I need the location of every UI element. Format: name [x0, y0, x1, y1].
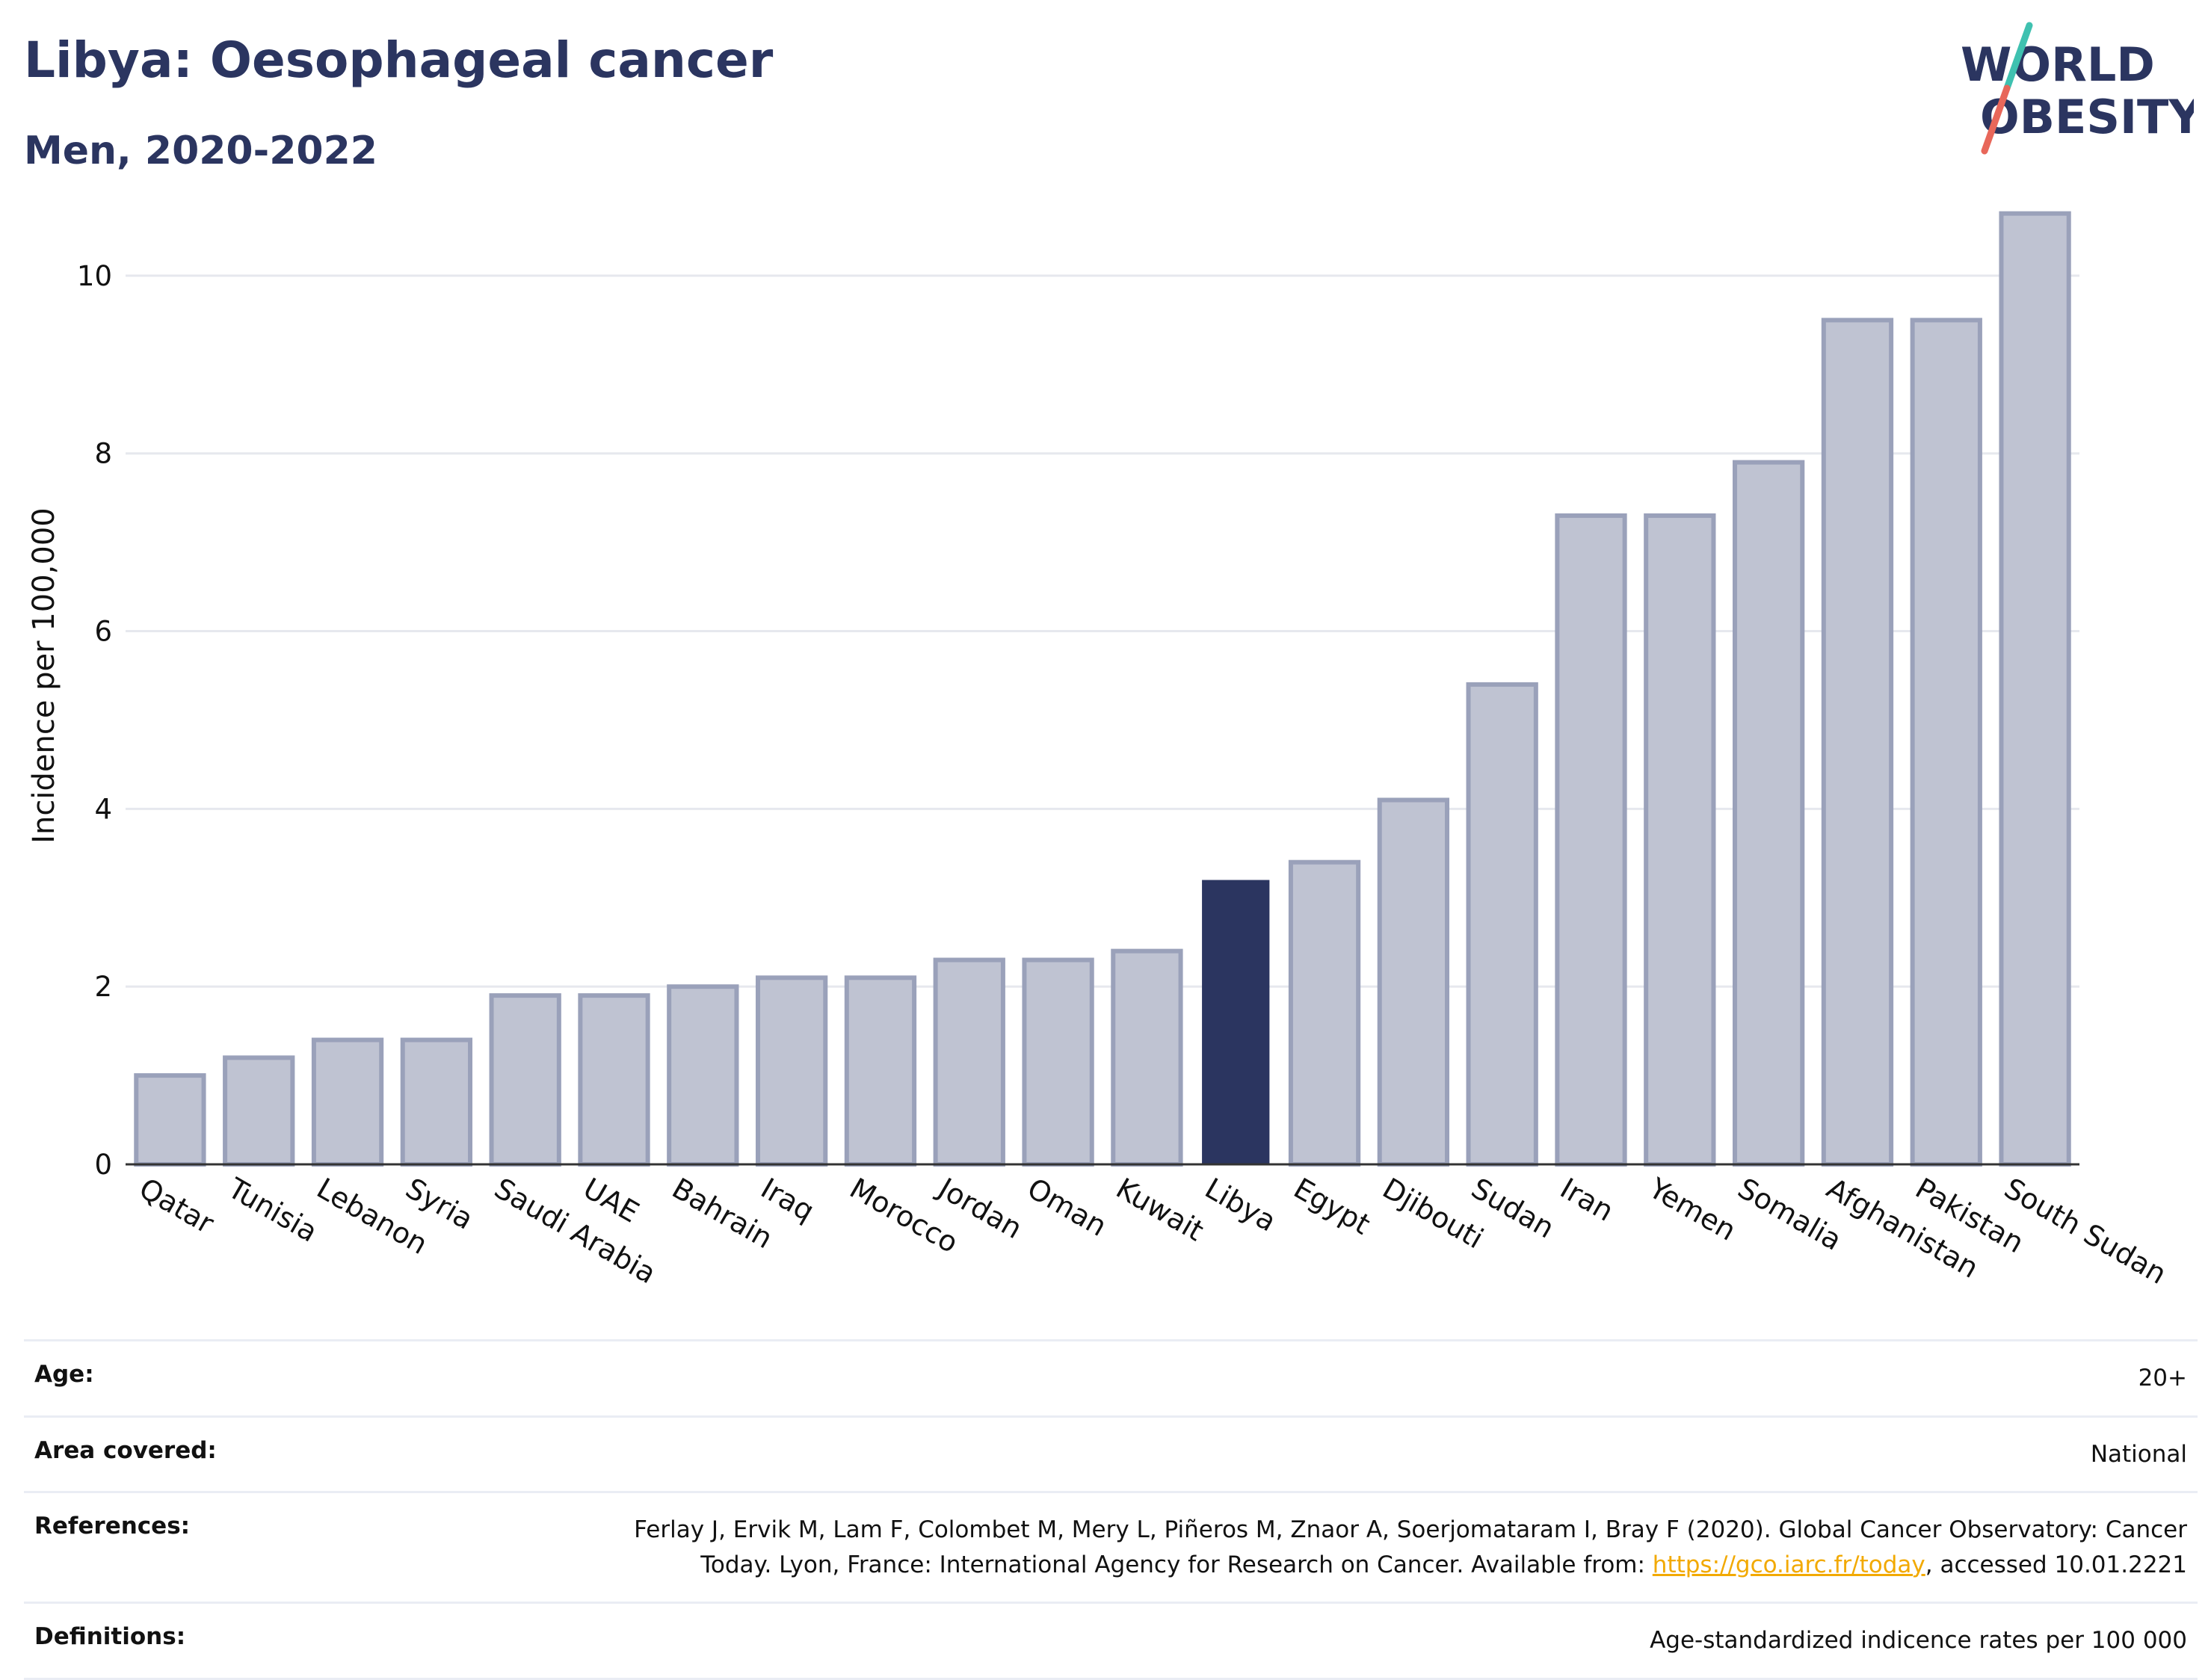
- x-tick-label: Bahrain: [667, 1172, 778, 1256]
- bar: [755, 975, 828, 1167]
- bar: [1555, 513, 1627, 1167]
- x-tick-label: Yemen: [1643, 1171, 1742, 1247]
- bar: [1821, 318, 1894, 1167]
- page-title: Libya: Oesophageal cancer: [24, 31, 774, 89]
- world-obesity-logo: WORLD OBESITY: [1961, 22, 2194, 155]
- logo-line-1: WORLD: [1961, 37, 2155, 92]
- y-axis-label: Incidence per 100,000: [27, 507, 61, 844]
- info-value-definitions: Age-standardized indicence rates per 100…: [1650, 1627, 2187, 1654]
- info-row-area: Area covered: National: [24, 1416, 2198, 1492]
- logo-slash-bottom: [1981, 84, 2011, 155]
- page-subtitle: Men, 2020-2022: [24, 129, 377, 173]
- info-value-references: Ferlay J, Ervik M, Lam F, Colombet M, Me…: [434, 1492, 2198, 1603]
- x-tick-label: Iran: [1555, 1172, 1619, 1228]
- x-tick-label: Egypt: [1289, 1172, 1376, 1241]
- y-tick-label: 4: [94, 793, 112, 825]
- x-tick-label: Qatar: [134, 1172, 220, 1241]
- info-label-age: Age:: [34, 1361, 94, 1388]
- y-tick-label: 0: [94, 1149, 112, 1181]
- info-label-definitions: Definitions:: [34, 1623, 186, 1650]
- x-tick-label: Tunisia: [222, 1171, 323, 1249]
- info-table: Age: 20+ Area covered: National Referenc…: [24, 1339, 2198, 1680]
- info-value-area: National: [2090, 1440, 2187, 1468]
- x-tick-label: Saudi Arabia: [489, 1172, 662, 1291]
- bar: [223, 1055, 295, 1167]
- bar: [1644, 513, 1716, 1167]
- reference-line-2-end: , accessed 10.01.2221: [1925, 1551, 2187, 1578]
- info-label-references: References:: [34, 1513, 191, 1540]
- info-row-age: Age: 20+: [24, 1340, 2198, 1417]
- x-tick-label: Libya: [1200, 1172, 1282, 1238]
- x-tick-label: Djibouti: [1377, 1172, 1489, 1256]
- bar: [1288, 859, 1361, 1167]
- y-tick-label: 10: [77, 260, 112, 292]
- bar: [1999, 211, 2071, 1167]
- bar: [1202, 880, 1270, 1164]
- bar: [667, 984, 739, 1167]
- logo-slash-top: [2003, 22, 2033, 92]
- reference-line-2-start: Today. Lyon, France: International Agenc…: [700, 1551, 1653, 1578]
- reference-link[interactable]: https://gco.iarc.fr/today: [1652, 1551, 1925, 1578]
- info-row-references: References: Ferlay J, Ervik M, Lam F, Co…: [24, 1492, 2198, 1603]
- logo-line-2: OBESITY: [1980, 90, 2194, 144]
- bar: [1377, 797, 1450, 1167]
- y-tick-label: 8: [94, 438, 112, 470]
- info-label-area: Area covered:: [34, 1436, 217, 1464]
- bar: [578, 993, 650, 1167]
- y-tick-label: 2: [94, 971, 112, 1003]
- bar: [1466, 682, 1538, 1167]
- bar: [1022, 957, 1094, 1167]
- bar: [1910, 318, 1982, 1167]
- reference-line-1: Ferlay J, Ervik M, Lam F, Colombet M, Me…: [634, 1516, 2187, 1543]
- bar: [844, 975, 917, 1167]
- info-row-definitions: Definitions: Age-standardized indicence …: [24, 1602, 2198, 1679]
- bar: [134, 1073, 206, 1167]
- x-tick-label: Kuwait: [1111, 1172, 1209, 1248]
- bar: [489, 993, 561, 1167]
- x-tick-label: Oman: [1022, 1172, 1112, 1243]
- bar: [400, 1037, 473, 1167]
- y-tick-label: 6: [94, 616, 112, 648]
- bar-chart: 0 2 4 6 8 10 Incidence per 100,000 Qatar Tunisia…: [27, 211, 2172, 1291]
- bar: [933, 957, 1005, 1167]
- bar: [311, 1037, 384, 1167]
- bar: [1111, 948, 1183, 1167]
- bar: [1732, 460, 1805, 1167]
- info-value-age: 20+: [2138, 1365, 2187, 1392]
